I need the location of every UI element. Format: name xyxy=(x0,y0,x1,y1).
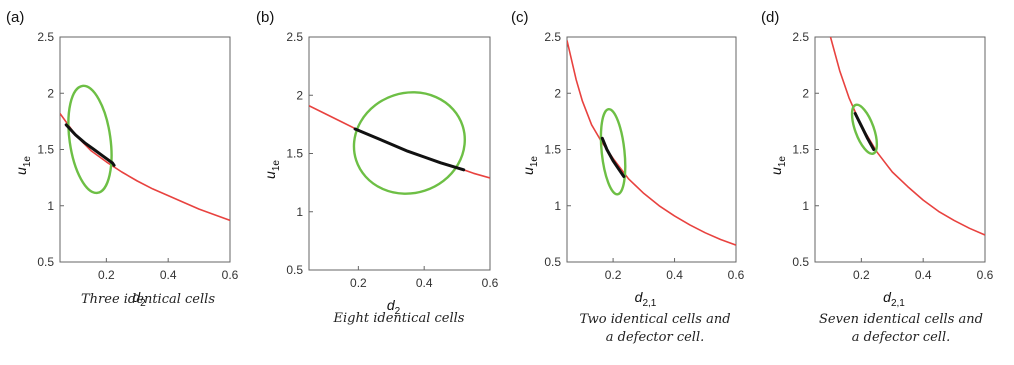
x-tick-label: 0.4 xyxy=(666,268,683,282)
x-tick-label: 0.4 xyxy=(160,268,177,282)
panel-caption-line: Two identical cells and xyxy=(579,312,730,327)
y-tick-label: 0.5 xyxy=(544,255,561,269)
y-axis-label: u1e xyxy=(13,156,33,175)
panel-label: (c) xyxy=(511,9,529,26)
panel-caption-line: Three identical cells xyxy=(81,292,215,307)
y-tick-label: 2 xyxy=(296,88,303,102)
y-axis-label: u1e xyxy=(768,156,788,175)
y-tick-label: 2 xyxy=(802,86,809,100)
red-curve xyxy=(829,37,985,236)
x-tick-label: 0.4 xyxy=(416,276,433,290)
chart-panel-c: (c) 0.5 1 1.5 2 2.5 0.2 0.4 0.6 d2,1 u1e Two identi… xyxy=(511,9,745,345)
green-ellipse xyxy=(599,108,627,196)
y-tick-label: 1 xyxy=(47,199,54,213)
plot-data xyxy=(829,37,985,236)
chart-panel-a: (a) 0.5 1 1.5 2 2.5 0.2 0.4 0.6 d2 u1e Three identi… xyxy=(6,9,239,309)
y-tick-label: 2.5 xyxy=(37,30,54,44)
red-curve xyxy=(567,40,736,246)
y-tick-label: 1 xyxy=(554,199,561,213)
y-tick-label: 0.5 xyxy=(792,255,809,269)
red-curve xyxy=(309,104,490,179)
plot-data xyxy=(60,84,230,222)
panel-caption-line: Seven identical cells and xyxy=(819,312,983,327)
x-tick-label: 0.6 xyxy=(222,268,239,282)
chart-panel-b: (b) 0.5 1 1.5 2 2.5 0.2 0.4 0.6 d2 u1e Eight identi… xyxy=(256,9,499,326)
plot-data xyxy=(309,91,490,195)
x-tick-label: 0.6 xyxy=(977,268,994,282)
y-tick-label: 2.5 xyxy=(544,30,561,44)
plot-frame xyxy=(59,36,231,263)
black-segment xyxy=(853,112,876,151)
panel-label: (b) xyxy=(256,9,274,26)
x-tick-label: 0.6 xyxy=(728,268,745,282)
red-curve xyxy=(60,113,230,222)
y-tick-label: 1.5 xyxy=(544,143,561,157)
x-tick-label: 0.2 xyxy=(350,276,367,290)
y-tick-label: 2 xyxy=(554,86,561,100)
green-ellipse xyxy=(850,103,879,155)
y-tick-label: 1.5 xyxy=(286,147,303,161)
chart-panel-d: (d) 0.5 1 1.5 2 2.5 0.2 0.4 0.6 d2,1 u1e Seven iden… xyxy=(761,9,994,345)
black-segment xyxy=(353,127,466,172)
panel-caption-line: a defector cell. xyxy=(606,330,705,345)
x-tick-label: 0.4 xyxy=(915,268,932,282)
x-axis-label: d2 xyxy=(132,289,146,309)
y-tick-label: 2 xyxy=(47,86,54,100)
x-axis-label: d2 xyxy=(387,297,401,317)
panel-caption-line: a defector cell. xyxy=(852,330,951,345)
panel-label: (a) xyxy=(6,9,24,26)
y-tick-label: 1 xyxy=(802,199,809,213)
x-tick-label: 0.2 xyxy=(605,268,622,282)
panel-caption-line: Eight identical cells xyxy=(333,311,465,326)
y-tick-label: 1.5 xyxy=(37,143,54,157)
plot-frame xyxy=(566,36,737,263)
panel-label: (d) xyxy=(761,9,779,26)
y-axis-label: u1e xyxy=(262,160,282,179)
y-tick-label: 0.5 xyxy=(286,263,303,277)
y-tick-label: 2.5 xyxy=(792,30,809,44)
black-segment xyxy=(600,136,626,178)
y-tick-label: 2.5 xyxy=(286,30,303,44)
x-tick-label: 0.6 xyxy=(482,276,499,290)
x-axis-label: d2,1 xyxy=(883,289,905,309)
plot-data xyxy=(567,40,736,246)
green-ellipse xyxy=(67,84,113,195)
x-tick-label: 0.2 xyxy=(98,268,115,282)
black-segment xyxy=(64,123,116,167)
x-axis-label: d2,1 xyxy=(635,289,657,309)
y-tick-label: 0.5 xyxy=(37,255,54,269)
y-axis-label: u1e xyxy=(520,156,540,175)
x-tick-label: 0.2 xyxy=(853,268,870,282)
y-tick-label: 1.5 xyxy=(792,143,809,157)
green-ellipse xyxy=(352,91,466,195)
y-tick-label: 1 xyxy=(296,205,303,219)
